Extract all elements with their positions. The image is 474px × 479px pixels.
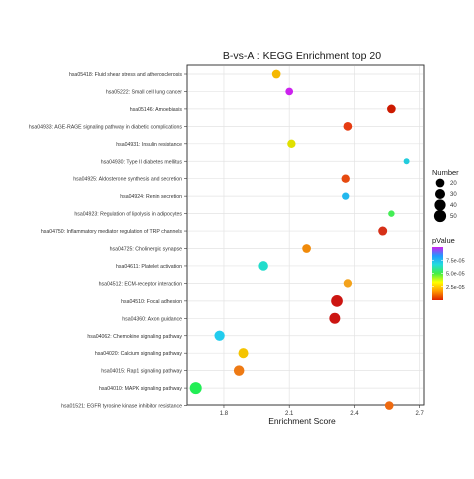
- data-point: [238, 348, 249, 359]
- data-point: [233, 365, 245, 376]
- data-point: [387, 104, 396, 114]
- y-tick-label: hsa04933: AGE-RAGE signaling pathway in …: [29, 124, 183, 130]
- data-point: [214, 330, 225, 341]
- data-point: [403, 158, 410, 165]
- color-legend: pValue 7.5e-05 5.0e-05 2.5e-05: [432, 236, 465, 300]
- x-tick-label: 2.4: [350, 411, 359, 417]
- data-point: [384, 401, 394, 410]
- y-tick-label: hsa04924: Renin secretion: [120, 194, 182, 200]
- color-legend-label: 5.0e-05: [446, 272, 465, 278]
- y-tick-label: hsa04512: ECM-receptor interaction: [99, 281, 182, 287]
- x-tick-label: 2.1: [285, 411, 294, 417]
- data-point: [271, 69, 281, 79]
- y-tick-label: hsa04020: Calcium signaling pathway: [95, 351, 182, 357]
- data-point: [343, 122, 353, 131]
- x-tick-label: 2.7: [415, 411, 424, 417]
- data-point: [343, 279, 353, 288]
- size-legend-title: Number: [432, 168, 459, 177]
- size-legend-label: 40: [450, 203, 457, 209]
- y-tick-label: hsa04931: Insulin resistance: [116, 142, 182, 148]
- data-point: [258, 261, 268, 271]
- y-tick-label: hsa04750: Inflammatory mediator regulati…: [41, 229, 183, 235]
- color-legend-label: 2.5e-05: [446, 285, 465, 291]
- y-tick-label: hsa04611: Platelet activation: [116, 264, 182, 270]
- y-axis-labels: hsa05418: Fluid shear stress and atheros…: [29, 72, 187, 410]
- size-legend-dot: [435, 178, 445, 188]
- y-tick-label: hsa05418: Fluid shear stress and atheros…: [69, 72, 182, 78]
- x-axis: 1.8 2.1 2.4 2.7: [220, 405, 424, 417]
- y-tick-label: hsa04725: Cholinergic synapse: [110, 247, 182, 253]
- size-legend-dot: [434, 188, 446, 200]
- x-axis-title: Enrichment Score: [268, 416, 336, 426]
- data-point: [341, 174, 350, 183]
- data-point: [331, 294, 343, 307]
- data-point: [388, 210, 395, 217]
- y-tick-label: hsa05146: Amoebiasis: [130, 107, 183, 113]
- color-legend-bar: [432, 247, 443, 300]
- color-legend-label: 7.5e-05: [446, 258, 465, 264]
- y-tick-label: hsa04062: Chemokine signaling pathway: [87, 334, 182, 340]
- y-tick-label: hsa04923: Regulation of lipolysis in adi…: [74, 212, 182, 218]
- y-tick-label: hsa04510: Focal adhesion: [121, 299, 182, 305]
- size-legend-label: 50: [450, 214, 457, 220]
- data-point: [285, 87, 294, 96]
- size-legend-label: 20: [450, 181, 457, 187]
- size-legend-dot: [433, 209, 447, 223]
- y-tick-label: hsa04930: Type II diabetes mellitus: [101, 159, 183, 165]
- data-point: [189, 382, 202, 395]
- data-point: [342, 192, 350, 200]
- y-tick-label: hsa01521: EGFR tyrosine kinase inhibitor…: [61, 404, 182, 410]
- y-tick-label: hsa05222: Small cell lung cancer: [106, 89, 182, 95]
- data-point: [302, 244, 311, 253]
- x-tick-label: 1.8: [220, 411, 229, 417]
- color-legend-title: pValue: [432, 236, 455, 245]
- data-point: [329, 312, 341, 324]
- y-tick-label: hsa04015: Rap1 signaling pathway: [101, 369, 182, 375]
- size-legend-label: 30: [450, 192, 457, 198]
- data-point: [287, 139, 296, 148]
- y-tick-label: hsa04925: Aldosterone synthesis and secr…: [73, 177, 182, 183]
- plot-border: [186, 64, 425, 406]
- size-legend-dot: [434, 199, 446, 211]
- plot-area: [186, 64, 425, 410]
- y-tick-label: hsa04010: MAPK signaling pathway: [99, 386, 182, 392]
- chart-title: B-vs-A : KEGG Enrichment top 20: [223, 50, 381, 62]
- size-legend: Number 20 30 40 50: [432, 168, 459, 223]
- y-tick-label: hsa04360: Axon guidance: [122, 316, 182, 322]
- plot-panel: [186, 64, 425, 406]
- data-point: [378, 226, 388, 236]
